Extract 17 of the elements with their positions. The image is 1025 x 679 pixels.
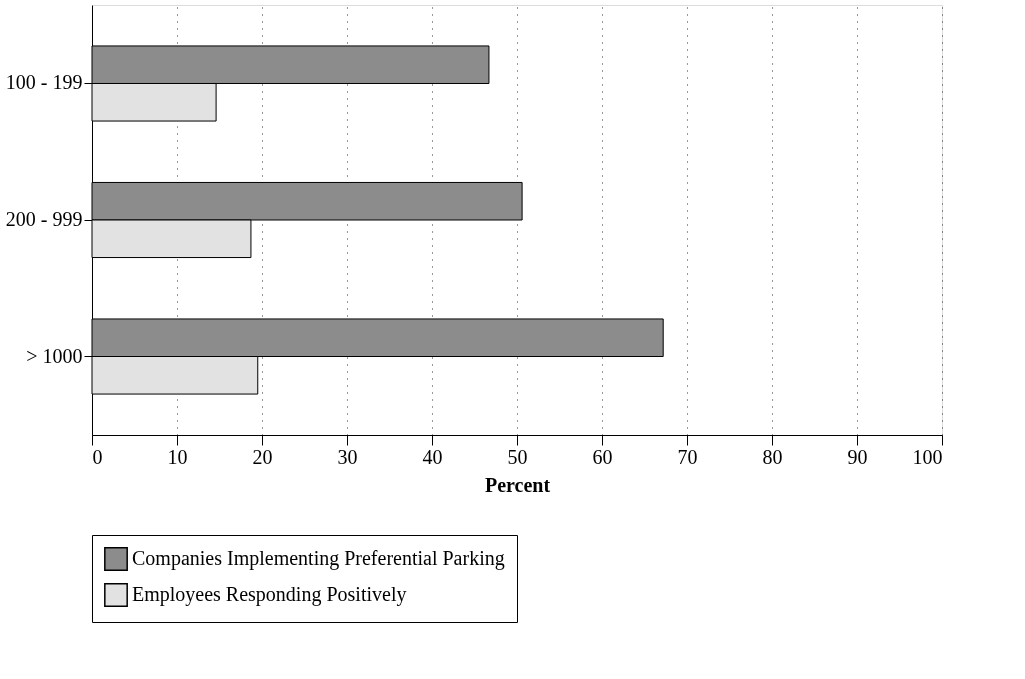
y-tick-label: 200 - 999 [5,208,83,230]
x-tick-label: 20 [252,445,273,468]
legend-label: Employees Responding Positively [132,583,407,606]
x-tick-label: 50 [507,445,528,468]
x-tick-label: 10 [167,445,188,468]
x-tick-label: 30 [337,445,358,468]
y-tick-label: > 1000 [26,344,83,367]
x-tick-label: 70 [677,445,698,468]
y-tick-label: 100 - 199 [5,71,83,94]
x-tick-label: 40 [422,445,443,468]
x-tick-label: 0 [92,445,103,468]
x-tick-label: 60 [592,445,613,468]
x-tick-label: 80 [762,445,783,468]
x-tick-label: 90 [847,445,868,468]
x-axis-title: Percent [484,473,551,496]
x-tick-label: 100 [912,445,943,468]
legend-label: Companies Implementing Preferential Parking [132,547,505,570]
